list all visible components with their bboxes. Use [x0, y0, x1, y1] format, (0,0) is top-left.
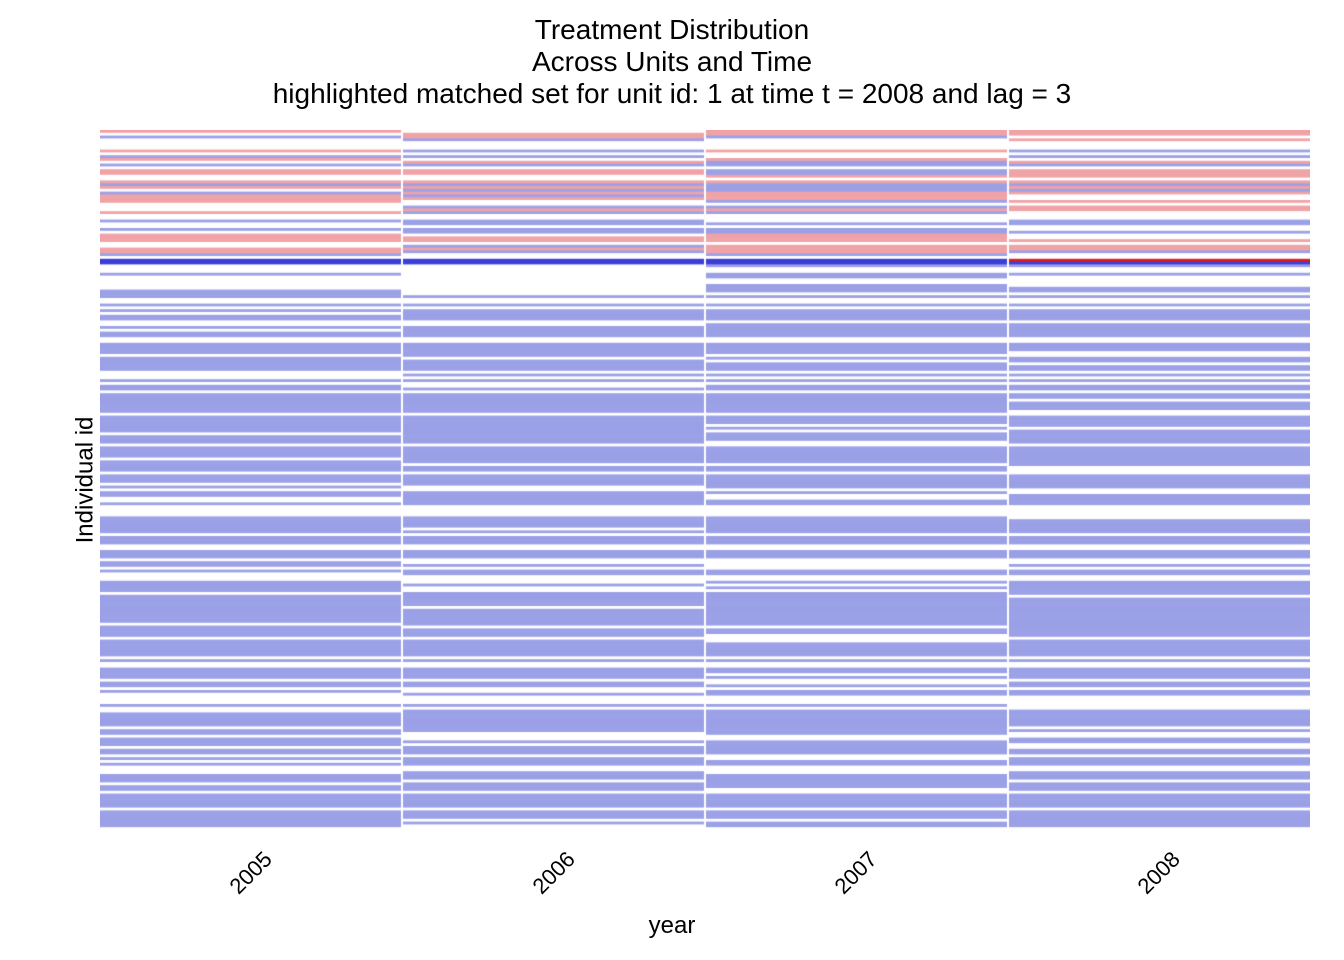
xtick-2007: 2007: [830, 847, 883, 900]
heatmap-canvas: [100, 130, 1310, 830]
x-axis-label: year: [0, 912, 1344, 940]
title-line-1: Treatment Distribution: [0, 14, 1344, 46]
plot-area: [100, 130, 1310, 830]
xtick-2008: 2008: [1132, 847, 1185, 900]
figure-container: Treatment Distribution Across Units and …: [0, 0, 1344, 960]
x-axis-ticks: 2005 2006 2007 2008: [100, 840, 1310, 910]
xtick-2005: 2005: [225, 847, 278, 900]
title-line-3: highlighted matched set for unit id: 1 a…: [0, 78, 1344, 110]
xtick-2006: 2006: [527, 847, 580, 900]
chart-title: Treatment Distribution Across Units and …: [0, 14, 1344, 111]
title-line-2: Across Units and Time: [0, 46, 1344, 78]
y-axis-label: Individual id: [71, 417, 99, 544]
